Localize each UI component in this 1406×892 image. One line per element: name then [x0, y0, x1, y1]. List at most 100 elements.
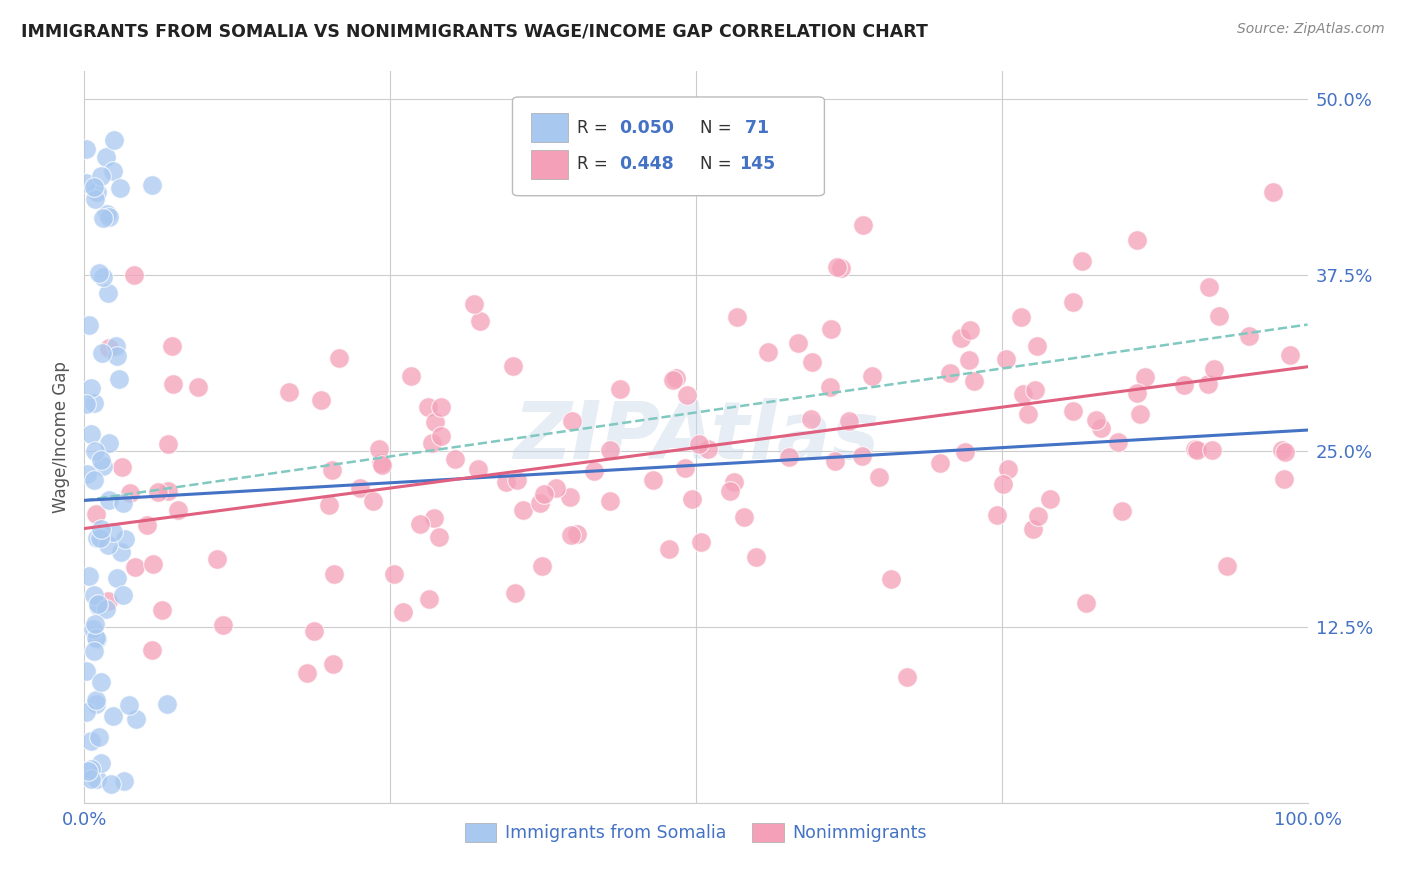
Point [86, 186, 108, 200]
Point [80, 427, 103, 442]
FancyBboxPatch shape [531, 113, 568, 143]
Point [83, 644, 105, 658]
Point [825, 260, 848, 274]
Point [370, 456, 392, 470]
Point [90, 453, 112, 467]
Point [599, 494, 621, 508]
Point [141, 642, 163, 657]
Point [156, 483, 179, 498]
Point [561, 414, 583, 428]
Point [1024, 384, 1046, 398]
Point [420, 436, 443, 450]
Point [141, 178, 163, 193]
Point [1062, 295, 1084, 310]
Point [1017, 407, 1039, 421]
Point [322, 657, 344, 672]
Point [136, 517, 159, 532]
Point [401, 369, 423, 384]
Point [929, 456, 952, 470]
Point [558, 491, 581, 505]
Point [505, 586, 527, 600]
FancyBboxPatch shape [531, 150, 568, 179]
Point [114, 533, 136, 547]
Point [582, 464, 605, 478]
Point [84, 507, 107, 521]
Point [1237, 328, 1260, 343]
Point [321, 463, 343, 477]
Point [560, 527, 582, 541]
Point [142, 557, 165, 571]
Point [1201, 443, 1223, 458]
Point [83, 180, 105, 194]
Point [1197, 377, 1219, 392]
Point [108, 181, 131, 195]
Point [1111, 504, 1133, 518]
Point [544, 481, 567, 495]
Point [101, 708, 124, 723]
Point [723, 475, 745, 489]
Point [156, 697, 179, 711]
Point [277, 385, 299, 400]
Point [90, 675, 112, 690]
Point [997, 462, 1019, 476]
Point [599, 443, 621, 458]
Point [96, 207, 118, 221]
Point [90, 346, 112, 360]
Point [89, 730, 111, 744]
Point [1039, 491, 1062, 506]
Point [1187, 443, 1209, 458]
Point [1070, 253, 1092, 268]
Point [957, 353, 980, 368]
Point [673, 460, 696, 475]
Point [838, 414, 860, 428]
Point [801, 355, 824, 369]
Point [167, 502, 190, 516]
Point [963, 375, 986, 389]
Point [187, 380, 209, 394]
Text: N =: N = [700, 119, 737, 136]
Point [309, 392, 332, 407]
Point [744, 549, 766, 564]
Point [83, 396, 105, 410]
Point [994, 352, 1017, 367]
Point [84, 697, 107, 711]
Point [733, 510, 755, 524]
Point [83, 588, 105, 602]
Point [89, 266, 111, 280]
Point [150, 603, 173, 617]
Point [463, 296, 485, 310]
Text: ZIPAtlas: ZIPAtlas [513, 398, 879, 476]
Point [495, 475, 517, 490]
Point [422, 511, 444, 525]
Point [84, 192, 107, 206]
Point [371, 458, 394, 472]
Point [1274, 444, 1296, 458]
Point [80, 733, 103, 747]
Text: R =: R = [578, 119, 613, 136]
Point [118, 486, 141, 500]
Point [112, 774, 135, 789]
Point [641, 473, 664, 487]
Point [1271, 442, 1294, 457]
Point [90, 756, 112, 770]
Point [80, 381, 103, 395]
Point [786, 336, 808, 351]
Point [681, 492, 703, 507]
Point [125, 712, 148, 726]
Point [1173, 377, 1195, 392]
Point [818, 380, 841, 394]
Point [427, 530, 450, 544]
Point [852, 218, 875, 232]
Point [94, 601, 117, 615]
Point [75, 665, 97, 679]
Point [830, 260, 852, 275]
Point [756, 344, 779, 359]
Point [1278, 348, 1301, 362]
Point [318, 498, 340, 512]
Point [110, 459, 132, 474]
Point [97, 285, 120, 300]
Point [328, 351, 350, 366]
Text: IMMIGRANTS FROM SOMALIA VS NONIMMIGRANTS WAGE/INCOME GAP CORRELATION CHART: IMMIGRANTS FROM SOMALIA VS NONIMMIGRANTS… [21, 22, 928, 40]
Point [1261, 185, 1284, 199]
Point [1022, 522, 1045, 536]
